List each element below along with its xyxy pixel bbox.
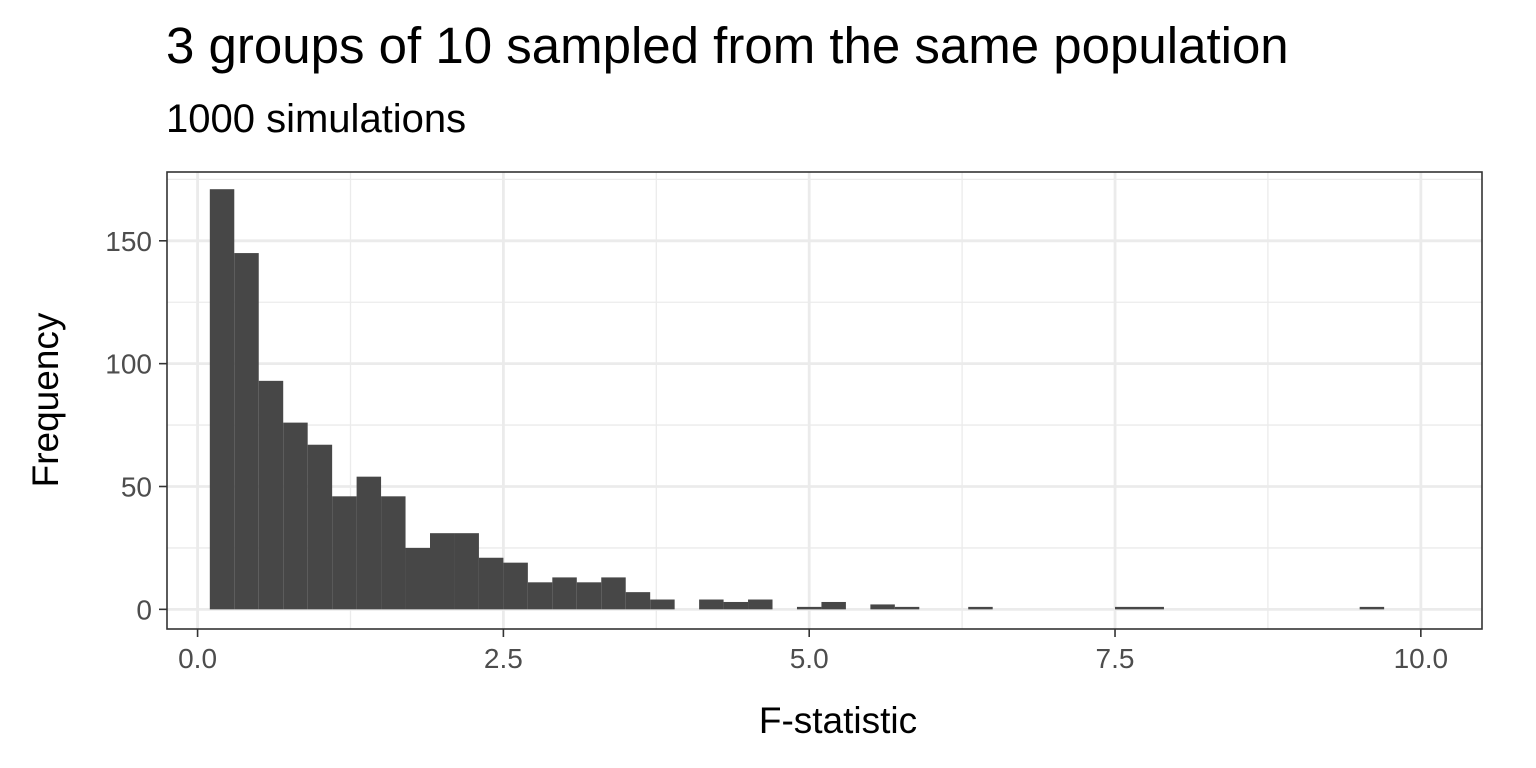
histogram-bar (234, 253, 259, 610)
histogram-bar (748, 599, 773, 610)
histogram-bar (527, 582, 553, 610)
y-axis-title: Frequency (25, 312, 66, 487)
x-tick-label: 5.0 (790, 643, 829, 674)
histogram-bar (968, 606, 993, 610)
histogram-bar (454, 533, 479, 610)
histogram-bar (307, 444, 333, 610)
y-tick-label: 50 (121, 471, 152, 502)
x-axis-ticks: 0.0 2.5 5.0 7.5 10.0 (178, 629, 1448, 674)
histogram-bar (381, 496, 406, 610)
x-axis-title: F-statistic (759, 700, 917, 741)
y-tick-label: 100 (105, 349, 152, 380)
histogram-bar (870, 604, 895, 610)
histogram-bar (283, 422, 308, 610)
major-gridlines (167, 172, 1482, 629)
histogram-bar (650, 599, 675, 610)
histogram-bar (796, 606, 822, 610)
histogram-bar (1359, 606, 1385, 610)
histogram-bar (209, 189, 235, 610)
histogram-bar (821, 601, 846, 610)
histogram-bar (503, 562, 528, 610)
x-tick-label: 2.5 (484, 643, 523, 674)
panel-border (166, 171, 1483, 630)
chart-subtitle: 1000 simulations (166, 97, 467, 141)
histogram-bar (258, 380, 284, 610)
histogram-bar (552, 577, 577, 610)
histogram-bars (209, 189, 1385, 610)
histogram-bar (1115, 606, 1140, 610)
histogram-bar (723, 601, 749, 610)
histogram-bar (1139, 606, 1164, 610)
histogram-bar (699, 599, 724, 610)
histogram-bar (356, 476, 382, 610)
x-tick-label: 0.0 (178, 643, 217, 674)
histogram-bar (894, 606, 920, 610)
y-tick-label: 0 (136, 594, 152, 625)
histogram-bar (332, 496, 357, 610)
x-tick-label: 10.0 (1394, 643, 1449, 674)
y-tick-label: 150 (105, 226, 152, 257)
y-axis-ticks: 0 50 100 150 (105, 226, 167, 625)
chart-title: 3 groups of 10 sampled from the same pop… (166, 17, 1289, 74)
histogram-bar (405, 547, 430, 610)
histogram-bar (576, 582, 602, 610)
histogram-bar (625, 592, 651, 610)
histogram-bar (430, 533, 455, 610)
x-tick-label: 7.5 (1096, 643, 1135, 674)
histogram-bar (478, 557, 504, 610)
histogram-bar (601, 577, 626, 610)
